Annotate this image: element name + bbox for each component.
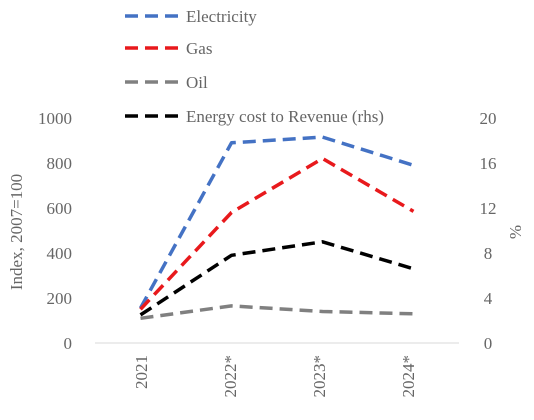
right-y-tick: 0 [484,334,493,353]
x-tick: 2022* [221,355,240,398]
right-y-ticks: 0 4 8 12 16 20 [480,109,497,353]
right-y-tick: 12 [480,199,497,218]
legend-label-energy-cost: Energy cost to Revenue (rhs) [186,107,384,126]
left-y-tick: 400 [47,244,73,263]
right-y-tick: 8 [484,244,493,263]
legend-label-electricity: Electricity [186,7,257,26]
x-tick: 2021 [132,355,151,389]
series-layer [138,135,415,321]
legend-label-gas: Gas [186,39,212,58]
x-ticks: 2021 2022* 2023* 2024* [132,355,418,398]
left-y-tick: 0 [64,334,73,353]
series-line-2 [140,304,414,321]
legend-label-oil: Oil [186,73,208,92]
x-tick: 2023* [310,355,329,398]
right-y-tick: 20 [480,109,497,128]
left-y-ticks: 0 200 400 600 800 1000 [38,109,72,353]
right-y-tick: 16 [480,154,497,173]
right-axis-title: % [506,225,525,239]
left-y-tick: 600 [47,199,73,218]
series-line-1 [139,156,415,311]
left-axis-title: Index, 2007=100 [7,174,26,290]
series-line-3 [139,240,414,317]
right-y-tick: 4 [484,289,493,308]
x-tick: 2024* [399,355,418,398]
left-y-tick: 800 [47,154,73,173]
left-y-tick: 200 [47,289,73,308]
series-line-0 [138,135,415,309]
legend: Electricity Gas Oil Energy cost to Reven… [125,7,384,126]
left-y-tick: 1000 [38,109,72,128]
